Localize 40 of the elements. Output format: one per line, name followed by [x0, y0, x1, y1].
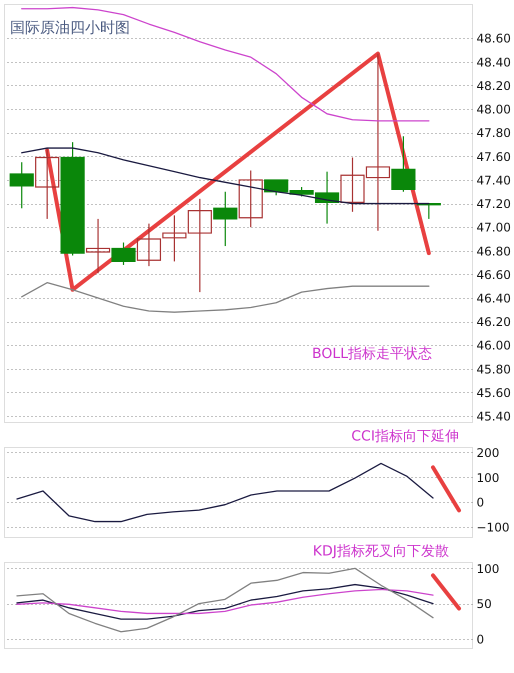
candlestick [238, 170, 263, 228]
y-tick-label: 48.00 [476, 102, 511, 117]
candlestick [391, 136, 416, 192]
annotation: BOLL指标走平状态 [312, 346, 432, 362]
y-tick-label: 100 [476, 562, 500, 576]
y-tick-label: 100 [476, 470, 500, 485]
y-tick-label: 46.00 [476, 338, 511, 353]
candlestick [86, 218, 110, 274]
y-tick-label: 0 [476, 632, 484, 646]
y-tick-label: 47.00 [476, 220, 511, 235]
candlestick [35, 147, 60, 220]
y-tick-label: 45.80 [476, 362, 511, 376]
chart-title: KDJ指标死叉向下发散 [312, 543, 449, 560]
y-tick-label: 47.60 [476, 150, 511, 164]
y-tick-label: 46.40 [476, 292, 511, 306]
y-tick-label: 48.20 [476, 78, 511, 93]
line-series [16, 462, 434, 522]
y-tick-label: 48.60 [476, 32, 511, 46]
y-tick-label: −100 [476, 520, 510, 535]
y-tick-label: 46.20 [476, 315, 511, 330]
y-tick-label: 48.40 [476, 55, 511, 70]
line-series [45, 52, 431, 292]
y-tick-label: 46.80 [476, 244, 511, 258]
line-series [16, 584, 434, 620]
y-tick-label: 50 [476, 597, 492, 612]
text: 国际原油四小时图 [10, 18, 130, 36]
y-tick-label: 45.40 [476, 410, 511, 424]
y-tick-label: 200 [476, 446, 500, 460]
candlestick [111, 242, 136, 266]
y-tick-label: 46.60 [476, 268, 511, 282]
y-tick-label: 47.80 [476, 126, 511, 140]
candlestick [213, 191, 238, 247]
y-tick-label: 47.40 [476, 173, 511, 188]
y-tick-label: 47.20 [476, 197, 511, 212]
candlestick [10, 162, 34, 209]
chart-title: CCI指标向下延伸 [351, 428, 459, 444]
line-series [16, 588, 434, 614]
y-tick-label: 45.60 [476, 386, 511, 400]
candlestick [136, 223, 162, 267]
y-tick-label: 0 [476, 496, 484, 510]
